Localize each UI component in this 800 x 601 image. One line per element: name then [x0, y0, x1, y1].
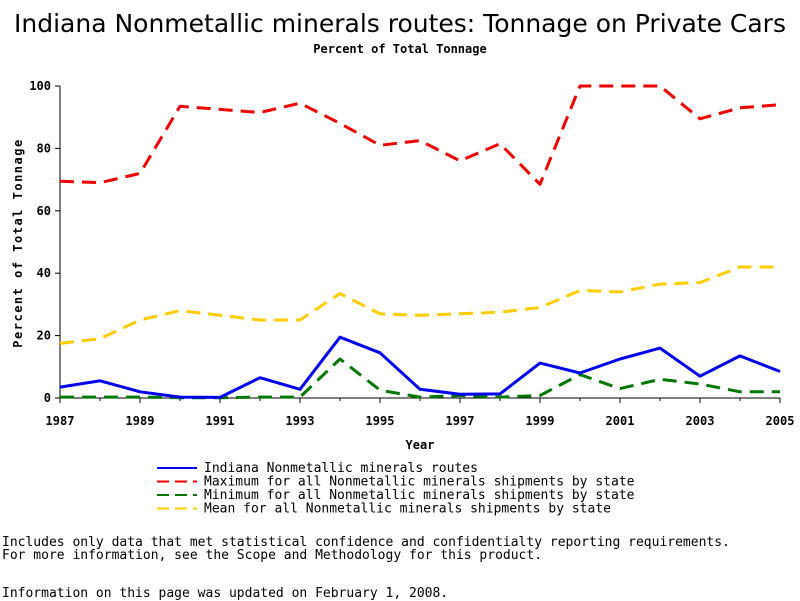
x-axis-label: Year: [406, 438, 435, 452]
legend-label: Mean for all Nonmetallic minerals shipme…: [204, 502, 611, 517]
y-tick-label: 20: [37, 329, 51, 343]
x-tick-label: 1997: [446, 414, 475, 428]
y-tick-label: 100: [29, 79, 51, 93]
x-tick-label: 2003: [686, 414, 715, 428]
methodology-note: For more information, see the Scope and …: [2, 548, 542, 563]
y-axis-label: Percent of Total Tonnage: [11, 138, 25, 347]
series-line-2: [60, 359, 780, 398]
y-tick-label: 40: [37, 266, 51, 280]
x-tick-label: 1987: [46, 414, 75, 428]
x-tick-label: 1989: [126, 414, 155, 428]
x-tick-label: 1999: [526, 414, 555, 428]
chart-subtitle: Percent of Total Tonnage: [313, 42, 486, 56]
x-tick-label: 2005: [766, 414, 795, 428]
series-line-0: [60, 337, 780, 397]
y-tick-label: 80: [37, 141, 51, 155]
x-tick-label: 1991: [206, 414, 235, 428]
y-tick-label: 0: [44, 391, 51, 405]
series-line-1: [60, 86, 780, 184]
x-tick-label: 1993: [286, 414, 315, 428]
series-line-3: [60, 267, 780, 343]
y-tick-label: 60: [37, 204, 51, 218]
chart-title: Indiana Nonmetallic minerals routes: Ton…: [14, 9, 786, 38]
updated-note: Information on this page was updated on …: [2, 586, 448, 601]
x-tick-label: 2001: [606, 414, 635, 428]
x-tick-label: 1995: [366, 414, 395, 428]
